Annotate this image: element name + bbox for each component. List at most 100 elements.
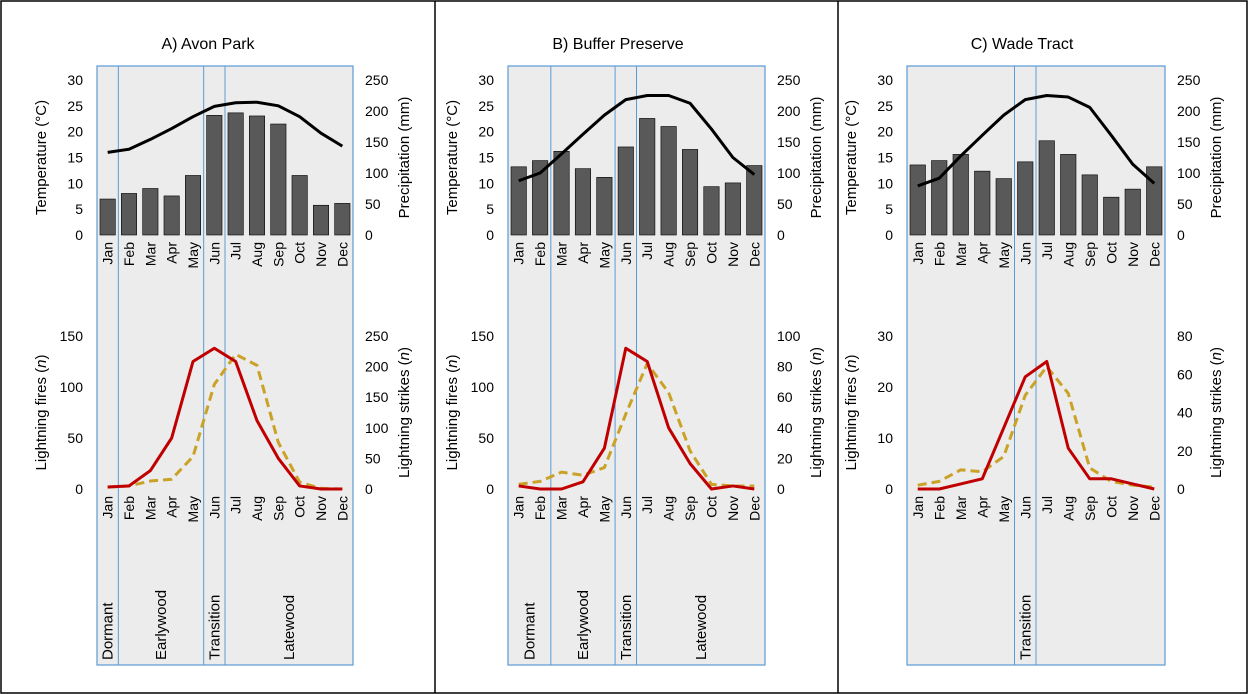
- month-tick-label: Feb: [931, 496, 947, 520]
- strikes-tick-label: 40: [1177, 405, 1193, 421]
- lightning-fires-line: [917, 360, 1155, 491]
- precipitation-tick-label: 250: [777, 72, 801, 88]
- precipitation-bar: [270, 123, 287, 236]
- lightning-fires-line: [518, 346, 755, 491]
- precipitation-bar: [510, 166, 527, 236]
- precipitation-tick-label: 150: [1177, 134, 1201, 150]
- month-tick-label: Sep: [1082, 242, 1098, 267]
- lightning-strikes-line: [917, 365, 1155, 489]
- phase-label: Earlywood: [575, 590, 592, 660]
- month-tick-label: Aug: [661, 242, 677, 267]
- temperature-axis-label: Temperature (°C): [444, 100, 461, 215]
- precipitation-bar: [1038, 140, 1055, 236]
- month-tick-label: Apr: [164, 242, 180, 264]
- strikes-tick-label: 200: [365, 359, 389, 375]
- fires-tick-label: 0: [75, 481, 83, 497]
- temperature-tick-label: 5: [75, 201, 83, 217]
- month-tick-label: May: [185, 242, 201, 268]
- precipitation-axis-label: Precipitation (mm): [396, 97, 413, 219]
- precipitation-bar: [952, 154, 969, 236]
- panel-title: C) Wade Tract: [971, 36, 1074, 53]
- strikes-axis-label: Lightning strikes (n): [1208, 347, 1225, 478]
- precipitation-tick-label: 200: [365, 103, 389, 119]
- month-tick-label: Jun: [1017, 242, 1033, 265]
- month-tick-label: Sep: [270, 242, 286, 267]
- temperature-tick-label: 25: [478, 98, 494, 114]
- temperature-tick-label: 20: [67, 124, 83, 140]
- temperature-tick-label: 0: [75, 227, 83, 243]
- precipitation-bar: [185, 175, 201, 236]
- phase-label: Latewood: [281, 595, 298, 660]
- month-tick-label: Mar: [554, 496, 570, 520]
- phase-label: Transition: [206, 595, 223, 660]
- strikes-tick-label: 80: [777, 359, 793, 375]
- fires-tick-label: 30: [877, 328, 893, 344]
- month-tick-label: Mar: [953, 242, 969, 266]
- month-tick-label: Jan: [910, 496, 926, 519]
- month-tick-label: Aug: [249, 496, 265, 521]
- month-tick-label: May: [185, 496, 201, 522]
- month-tick-label: Feb: [121, 242, 137, 266]
- precipitation-bar: [660, 126, 677, 236]
- precipitation-bar: [142, 188, 159, 236]
- fires-tick-label: 10: [877, 430, 893, 446]
- strikes-axis-label: Lightning strikes (n): [396, 347, 413, 478]
- temperature-tick-label: 0: [486, 227, 494, 243]
- precipitation-bar: [121, 193, 137, 236]
- temperature-tick-label: 30: [67, 72, 83, 88]
- precipitation-axis-label: Precipitation (mm): [808, 97, 825, 219]
- month-tick-label: Dec: [1146, 496, 1162, 521]
- temperature-tick-label: 10: [877, 175, 893, 191]
- month-tick-label: Nov: [725, 496, 741, 521]
- precipitation-axis-label: Precipitation (mm): [1208, 97, 1225, 219]
- month-tick-label: Nov: [313, 242, 329, 267]
- strikes-tick-label: 150: [365, 389, 389, 405]
- temperature-tick-label: 10: [67, 175, 83, 191]
- strikes-tick-label: 60: [1177, 366, 1193, 382]
- precipitation-tick-label: 0: [1177, 227, 1185, 243]
- strikes-tick-label: 20: [1177, 443, 1193, 459]
- precipitation-tick-label: 100: [1177, 165, 1201, 181]
- precipitation-bar: [249, 115, 265, 236]
- fires-tick-label: 150: [471, 328, 495, 344]
- precipitation-bar: [1146, 166, 1163, 236]
- precipitation-bar: [227, 112, 244, 236]
- temperature-axis-label: Temperature (°C): [33, 100, 50, 215]
- month-tick-label: Mar: [554, 242, 570, 266]
- precipitation-tick-label: 100: [365, 165, 389, 181]
- month-tick-label: Nov: [725, 242, 741, 267]
- fires-tick-label: 20: [877, 379, 893, 395]
- temperature-tick-label: 5: [885, 201, 893, 217]
- phase-label: Transition: [618, 595, 635, 660]
- temperature-axis-label: Temperature (°C): [843, 100, 860, 215]
- fires-tick-label: 0: [486, 481, 494, 497]
- precipitation-bar: [532, 160, 549, 236]
- month-tick-label: May: [996, 242, 1012, 268]
- month-tick-label: Jul: [639, 242, 655, 260]
- precipitation-tick-label: 50: [1177, 196, 1193, 212]
- strikes-tick-label: 0: [365, 481, 373, 497]
- month-tick-label: May: [596, 242, 612, 268]
- month-tick-label: Jun: [618, 496, 634, 519]
- month-tick-label: Aug: [1060, 242, 1076, 267]
- precipitation-tick-label: 50: [365, 196, 381, 212]
- strikes-tick-label: 80: [1177, 328, 1193, 344]
- precipitation-bar: [1017, 161, 1034, 236]
- month-tick-label: Jun: [206, 496, 222, 519]
- month-tick-label: Nov: [313, 496, 329, 521]
- month-tick-label: Jul: [639, 496, 655, 514]
- temperature-tick-label: 20: [478, 124, 494, 140]
- month-tick-label: Jul: [228, 242, 244, 260]
- strikes-tick-label: 100: [777, 328, 801, 344]
- month-tick-label: Feb: [931, 242, 947, 266]
- month-tick-label: Oct: [1103, 242, 1119, 264]
- month-tick-label: Jun: [618, 242, 634, 265]
- month-tick-label: Apr: [575, 242, 591, 264]
- month-tick-label: Jan: [511, 496, 527, 519]
- precipitation-bar: [291, 175, 308, 236]
- phase-label: Earlywood: [153, 590, 170, 660]
- precipitation-bar: [574, 168, 591, 236]
- month-tick-label: Oct: [1103, 496, 1119, 518]
- month-tick-label: Sep: [270, 496, 286, 521]
